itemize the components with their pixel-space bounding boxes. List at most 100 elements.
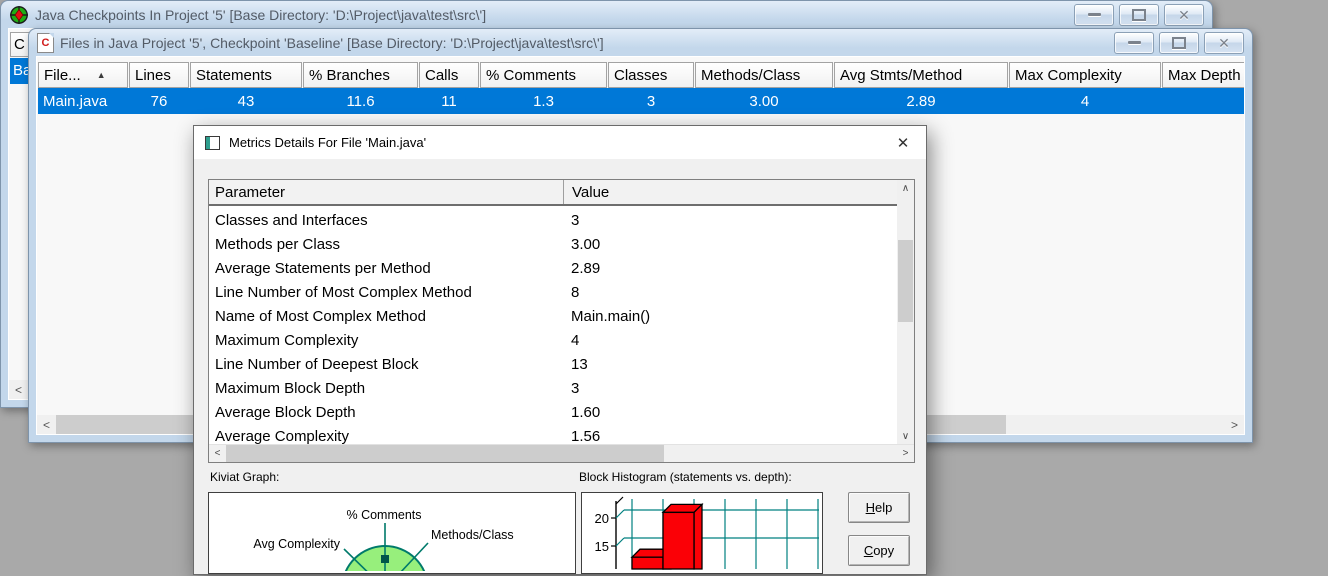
column-header-comments[interactable]: % Comments [480,62,607,88]
metric-parameter: Name of Most Complex Method [215,307,426,325]
checkpoints-column-header[interactable]: C [10,32,32,57]
metric-parameter: Methods per Class [215,235,341,253]
files-table-row[interactable]: Main.java 76 43 11.6 11 1.3 3 3.00 2.89 4 [38,88,1244,114]
metric-value: 3 [571,379,580,397]
help-label: elp [875,500,893,515]
close-icon: ✕ [1178,6,1190,23]
metric-value: 4 [571,331,580,349]
checkpoints-window-title: Java Checkpoints In Project '5' [Base Di… [35,6,487,23]
minimize-button[interactable] [1074,3,1114,26]
scroll-up-icon[interactable]: ∧ [901,183,910,194]
metrics-details-dialog: Metrics Details For File 'Main.java' ✕ P… [193,125,927,576]
close-button[interactable]: ✕ [1204,31,1244,54]
minimize-icon [1087,13,1101,16]
copy-button[interactable]: Copy [848,535,910,566]
row-cell-calls: 11 [441,92,457,110]
help-button[interactable]: Help [848,492,910,523]
column-header-classes[interactable]: Classes [608,62,694,88]
column-header-lines[interactable]: Lines [129,62,189,88]
metric-value: Main.main() [571,307,651,325]
metrics-row-average-statements-per-method[interactable]: Average Statements per Method 2.89 [209,256,897,280]
files-titlebar[interactable]: C Files in Java Project '5', Checkpoint … [29,29,1252,56]
row-cell-lines: 76 [150,92,168,110]
kiviat-axis-complexity: Avg Complexity [253,537,340,551]
metrics-rows: Classes and Interfaces 3 Methods per Class… [209,208,897,445]
column-header-avg-stmts-method[interactable]: Avg Stmts/Method [834,62,1008,88]
document-icon: C [37,32,54,53]
metric-value: 13 [571,355,588,373]
metric-parameter: Average Statements per Method [215,259,431,277]
block-histogram-label: Block Histogram (statements vs. depth): [579,470,792,484]
row-cell-branches: 11.6 [346,92,375,110]
metric-parameter: Line Number of Most Complex Method [215,283,472,301]
metrics-row-line-number-of-deepest-block[interactable]: Line Number of Deepest Block 13 [209,352,897,376]
metrics-row-line-number-of-most-complex-method[interactable]: Line Number of Most Complex Method 8 [209,280,897,304]
maximize-button[interactable] [1119,3,1159,26]
copy-label: opy [873,543,895,558]
column-header-max-depth[interactable]: Max Depth [1162,62,1244,88]
metrics-row-classes-and-interfaces[interactable]: Classes and Interfaces 3 [209,208,897,232]
row-cell-methods-class: 3.00 [749,92,779,110]
scroll-right-icon[interactable]: > [902,448,909,459]
scroll-down-icon[interactable]: ∨ [901,431,910,442]
metrics-row-methods-per-class[interactable]: Methods per Class 3.00 [209,232,897,256]
column-header-max-complexity[interactable]: Max Complexity [1009,62,1161,88]
maximize-icon [1172,36,1186,49]
metrics-list-header: Parameter Value [209,180,914,206]
metric-parameter: Classes and Interfaces [215,211,368,229]
maximize-icon [1132,8,1146,21]
scrollbar-thumb[interactable] [898,240,913,322]
row-cell-comments: 1.3 [533,92,554,110]
kiviat-axis-methods: Methods/Class [431,528,514,542]
scrollbar-thumb[interactable] [226,445,664,462]
scroll-right-icon[interactable]: > [1225,415,1244,434]
metrics-row-name-of-most-complex-method[interactable]: Name of Most Complex Method Main.main() [209,304,897,328]
column-header-label: Max Depth [1168,66,1241,84]
metric-value: 1.60 [571,403,601,421]
column-header-branches[interactable]: % Branches [303,62,418,88]
metrics-row-maximum-complexity[interactable]: Maximum Complexity 4 [209,328,897,352]
row-cell-statements: 43 [237,92,255,110]
scroll-left-icon[interactable]: < [37,415,56,434]
column-header-statements[interactable]: Statements [190,62,302,88]
checkpoints-titlebar[interactable]: Java Checkpoints In Project '5' [Base Di… [1,1,1212,28]
close-icon: ✕ [1218,34,1230,51]
files-table-header: File... ▲ Lines Statements % Branches Calls % … [38,62,1244,88]
sort-ascending-icon: ▲ [96,70,106,80]
column-header-file[interactable]: File... ▲ [38,62,128,88]
dialog-close-button[interactable]: ✕ [896,134,910,152]
column-header-calls[interactable]: Calls [419,62,479,88]
checkpoints-selected-row[interactable]: Ba [10,58,32,84]
dialog-titlebar[interactable]: Metrics Details For File 'Main.java' ✕ [194,126,926,159]
metrics-row-average-block-depth[interactable]: Average Block Depth 1.60 [209,400,897,424]
kiviat-graph-label: Kiviat Graph: [210,470,280,484]
scroll-left-icon[interactable]: < [9,380,28,399]
kiviat-svg: % Comments Methods/Class Avg Complexity [253,508,514,576]
metrics-row-average-complexity[interactable]: Average Complexity 1.56 [209,424,897,445]
column-header-label: Calls [425,66,459,84]
metrics-row-maximum-block-depth[interactable]: Maximum Block Depth 3 [209,376,897,400]
metric-parameter: Line Number of Deepest Block [215,355,419,373]
metric-value: 3.00 [571,235,601,253]
dialog-icon [205,135,220,150]
close-button[interactable]: ✕ [1164,3,1204,26]
desktop: { "window_checkpoints": { "title": "Java… [0,0,1253,576]
dialog-title: Metrics Details For File 'Main.java' [229,135,427,150]
minimize-button[interactable] [1114,31,1154,54]
maximize-button[interactable] [1159,31,1199,54]
metrics-vertical-scrollbar[interactable]: ∧ ∨ [897,180,914,445]
row-cell-classes: 3 [646,92,656,110]
column-header-label: % Comments [486,66,577,84]
metric-parameter: Average Block Depth [215,403,356,421]
histogram-ytick: 20 [595,511,609,526]
scroll-left-icon[interactable]: < [214,448,221,459]
metric-parameter: Average Complexity [215,427,349,445]
column-header-methods-class[interactable]: Methods/Class [695,62,833,88]
metric-value: 1.56 [571,427,601,445]
column-header-parameter[interactable]: Parameter [209,180,564,204]
column-header-value[interactable]: Value [572,183,610,201]
minimize-icon [1127,41,1141,44]
metrics-horizontal-scrollbar[interactable]: < > [209,444,914,462]
block-histogram: 20 15 [581,492,823,574]
